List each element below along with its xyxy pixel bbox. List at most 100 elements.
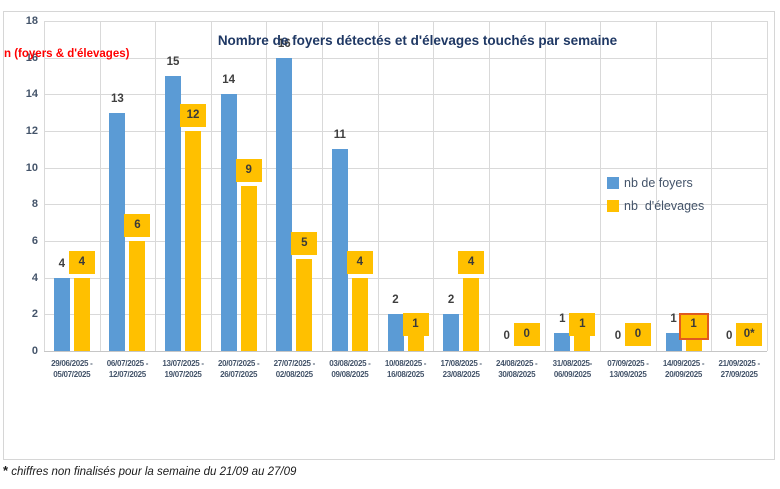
x-tick-label: 07/09/2025 - 13/09/2025 [607, 359, 649, 379]
y-tick-label: 4 [31, 271, 38, 284]
bar-label-foyers: 1 [559, 312, 566, 325]
x-tick-label: 06/07/2025 - 12/07/2025 [106, 359, 149, 379]
x-tick-label: 17/08/2025 - 23/08/2025 [440, 359, 482, 379]
bar-elevages[interactable] [351, 277, 368, 351]
bar-label-foyers: 16 [277, 37, 291, 50]
gridline-horizontal [44, 94, 767, 96]
bar-label-foyers: 0 [725, 330, 733, 342]
bar-label-foyers: 2 [447, 294, 455, 307]
bar-elevages[interactable] [574, 332, 591, 351]
legend-item-elevages[interactable]: nb d'élevages [607, 194, 704, 217]
bar-label-foyers: 4 [58, 257, 65, 270]
bar-label-elevages: 0 [513, 323, 540, 346]
bar-foyers[interactable] [165, 76, 182, 351]
y-axis-title: n (foyers & d'élevages) [4, 48, 130, 60]
x-tick-label: 21/09/2025 - 27/09/2025 [718, 359, 761, 379]
legend-swatch-foyers-icon [607, 176, 619, 189]
gridline-vertical [433, 21, 435, 351]
gridline-vertical [210, 21, 212, 351]
x-tick-label: 13/07/2025 - 19/07/2025 [162, 359, 204, 379]
x-tick-label: 03/08/2025 - 09/08/2025 [329, 359, 371, 379]
bar-label-elevages: 0 [624, 323, 651, 346]
bar-elevages[interactable] [185, 131, 202, 351]
bar-foyers[interactable] [109, 112, 126, 351]
bar-elevages[interactable] [73, 277, 90, 351]
legend-label-foyers: nb de foyers [624, 175, 693, 190]
gridline-horizontal [44, 241, 767, 242]
bar-label-foyers: 14 [222, 74, 236, 87]
gridline-horizontal [44, 21, 767, 22]
y-tick-label: 8 [31, 198, 38, 211]
gridline-vertical [655, 21, 657, 351]
bar-foyers[interactable] [53, 277, 70, 351]
footnote-marker: * [3, 463, 9, 478]
legend-swatch-elevages-icon [607, 199, 619, 212]
bar-label-elevages: 9 [235, 159, 262, 182]
x-tick-label: 14/09/2025 - 20/09/2025 [662, 359, 705, 379]
gridline-vertical [711, 21, 713, 351]
gridline-vertical [600, 21, 602, 351]
bar-label-elevages: 12 [180, 104, 207, 127]
bar-elevages[interactable] [463, 277, 480, 351]
bar-label-foyers: 11 [333, 129, 346, 142]
bar-elevages[interactable] [129, 241, 146, 351]
bar-foyers[interactable] [665, 332, 682, 351]
gridline-vertical [767, 21, 768, 351]
bar-label-foyers: 0 [614, 330, 622, 342]
gridline-vertical [155, 21, 157, 351]
bar-label-elevages: 5 [291, 232, 318, 256]
gridline-horizontal [44, 277, 767, 279]
gridline-vertical [266, 21, 268, 351]
bar-label-elevages: 1 [402, 313, 429, 336]
legend-item-foyers[interactable]: nb de foyers [607, 171, 704, 194]
gridline-vertical [99, 21, 101, 351]
y-tick-label: 10 [25, 161, 38, 174]
chart-title: Nombre de foyers détectés et d'élevages … [217, 33, 618, 48]
footnote: * chiffres non finalisés pour la semaine… [3, 462, 296, 480]
bar-elevages[interactable] [407, 332, 424, 351]
bar-label-foyers: 15 [166, 56, 180, 68]
bar-elevages[interactable] [296, 259, 313, 351]
gridline-vertical [322, 21, 324, 351]
bar-foyers[interactable] [220, 94, 237, 351]
bar-foyers[interactable] [387, 314, 404, 351]
y-tick-label: 14 [25, 88, 38, 101]
x-tick-label: 27/07/2025 - 02/08/2025 [273, 359, 316, 379]
gridline-vertical [44, 21, 45, 351]
bar-label-foyers: 13 [111, 92, 124, 105]
bar-foyers[interactable] [554, 332, 571, 351]
y-tick-label: 16 [25, 51, 38, 64]
gridline-horizontal [44, 167, 767, 169]
footnote-text: chiffres non finalisés pour la semaine d… [8, 466, 297, 478]
x-tick-label: 31/08/2025- 06/09/2025 [552, 359, 593, 379]
gridline-horizontal [44, 204, 767, 206]
bar-foyers[interactable] [331, 149, 348, 351]
gridline-vertical [377, 21, 379, 351]
x-tick-label: 29/06/2025 - 05/07/2025 [51, 359, 93, 379]
bar-label-foyers: 1 [670, 312, 677, 325]
bar-label-elevages: 1 [569, 313, 596, 336]
bar-label-elevages: 4 [346, 250, 373, 274]
bar-label-elevages: 6 [124, 214, 151, 237]
legend: nb de foyers nb d'élevages [607, 171, 704, 217]
y-tick-label: 12 [25, 125, 38, 137]
bar-label-elevages: 4 [458, 250, 485, 274]
gridline-vertical [488, 21, 490, 351]
bar-label-elevages-highlighted: 1 [678, 313, 709, 340]
x-tick-label: 10/08/2025 - 16/08/2025 [384, 359, 427, 379]
y-tick-label: 6 [31, 235, 38, 247]
gridline-horizontal [44, 57, 767, 59]
legend-label-elevages: nb d'élevages [624, 198, 705, 213]
x-tick-label: 24/08/2025 - 30/08/2025 [496, 359, 538, 379]
y-tick-label: 0 [31, 345, 38, 357]
y-tick-label: 18 [25, 15, 38, 27]
bar-label-elevages: 0* [736, 323, 763, 346]
bar-label-elevages: 4 [68, 250, 95, 274]
bar-foyers[interactable] [443, 314, 460, 351]
bar-elevages[interactable] [240, 186, 257, 351]
gridline-vertical [544, 21, 546, 351]
bar-label-foyers: 0 [503, 330, 510, 342]
x-axis-line [44, 351, 767, 352]
bar-foyers[interactable] [276, 57, 293, 351]
